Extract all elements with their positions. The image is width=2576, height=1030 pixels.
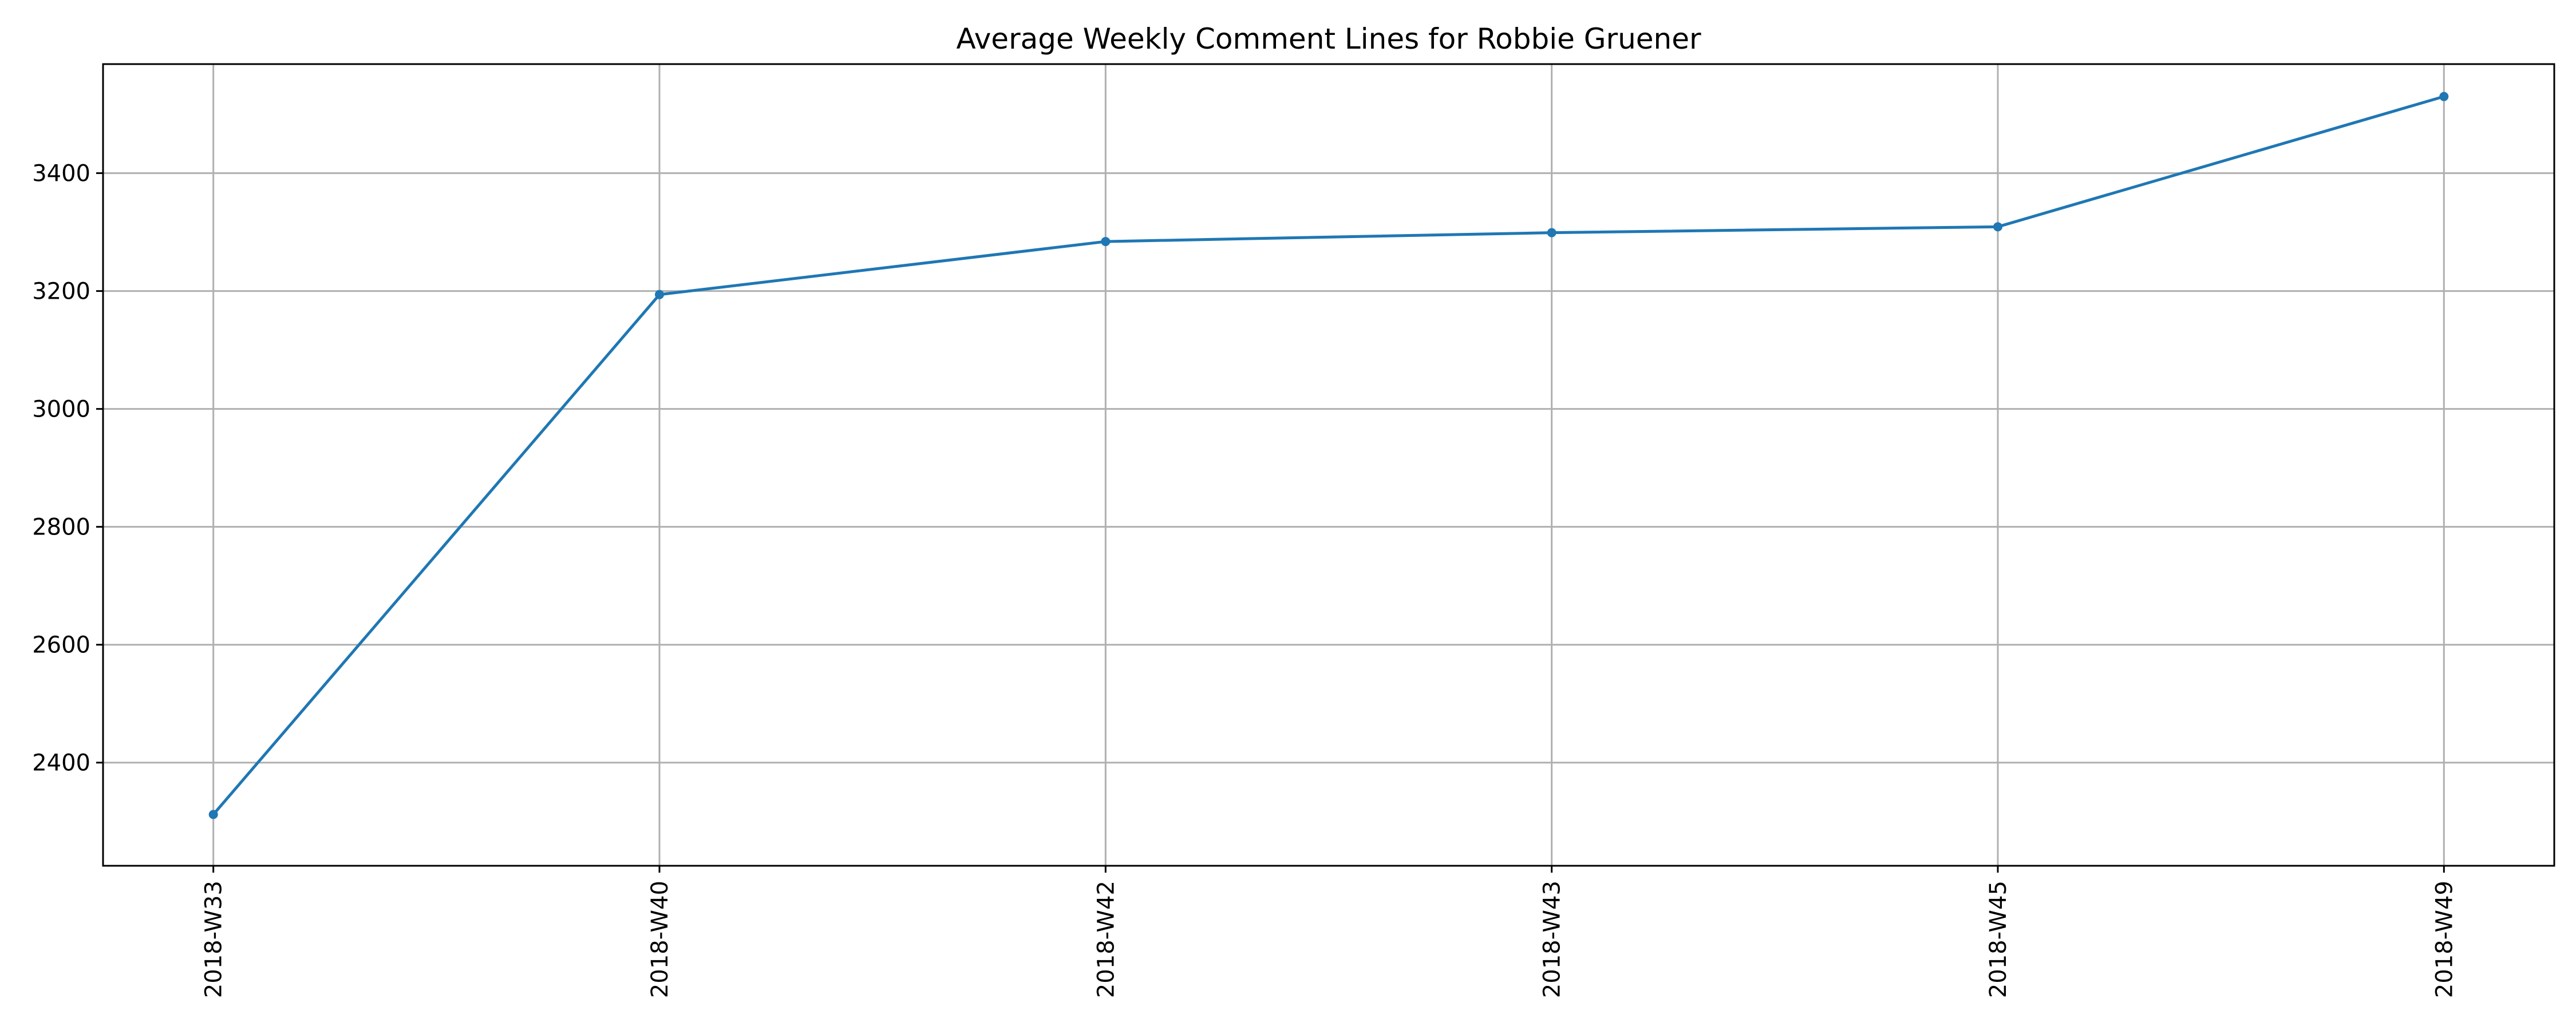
grid-lines bbox=[103, 64, 2554, 866]
x-tick-label: 2018-W49 bbox=[2431, 881, 2458, 998]
data-point bbox=[2439, 92, 2449, 101]
data-point bbox=[208, 810, 218, 819]
plot-area-frame bbox=[102, 63, 2555, 867]
y-tick-label: 3400 bbox=[32, 161, 90, 187]
x-tick-label: 2018-W33 bbox=[201, 881, 227, 998]
axis-ticks: 2400 2600 2800 3000 3200 3400 2018-W33 2018-W40… bbox=[32, 161, 2458, 998]
y-tick-label: 2400 bbox=[32, 750, 90, 777]
y-tick-label: 3200 bbox=[32, 279, 90, 305]
data-point bbox=[655, 290, 665, 299]
chart-title: Average Weekly Comment Lines for Robbie … bbox=[956, 22, 1701, 56]
data-point bbox=[1547, 228, 1556, 237]
x-tick-label: 2018-W45 bbox=[1985, 881, 2012, 998]
x-tick-label: 2018-W40 bbox=[647, 881, 673, 998]
series-layer bbox=[208, 92, 2449, 819]
x-tick-label: 2018-W43 bbox=[1539, 881, 1566, 998]
y-tick-label: 3000 bbox=[32, 397, 90, 423]
x-tick-label: 2018-W42 bbox=[1093, 881, 1119, 998]
data-point bbox=[1101, 237, 1111, 247]
series-line bbox=[212, 95, 2445, 816]
data-point bbox=[1993, 222, 2002, 232]
y-tick-label: 2800 bbox=[32, 514, 90, 541]
y-tick-label: 2600 bbox=[32, 632, 90, 659]
